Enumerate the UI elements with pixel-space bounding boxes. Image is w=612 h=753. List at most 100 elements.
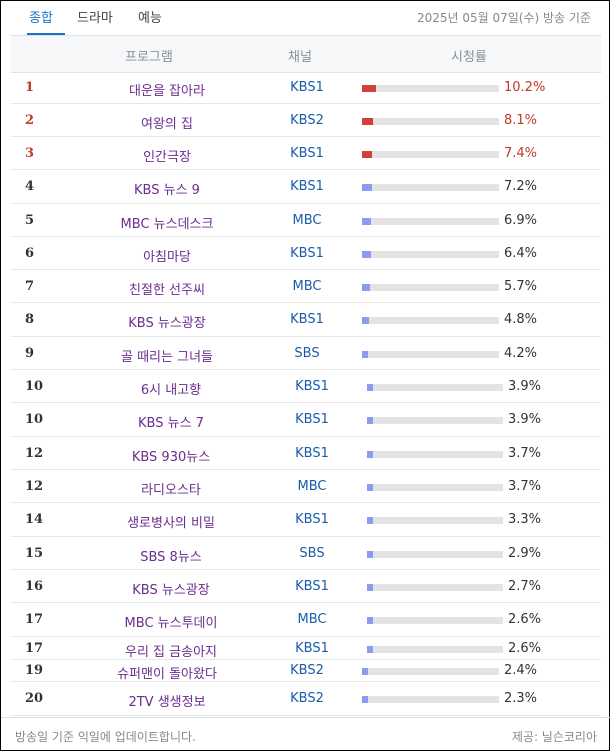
table-row[interactable]: 4 KBS 뉴스 9 KBS1 7.2% bbox=[11, 170, 601, 204]
table-row[interactable]: 3 인간극장 KBS1 7.4% bbox=[11, 137, 601, 170]
rank-number: 20 bbox=[25, 691, 44, 706]
table-row[interactable]: 9 골 때리는 그녀들 SBS 4.2% bbox=[11, 337, 601, 370]
table-row[interactable]: 10 KBS 뉴스 7 KBS1 3.9% bbox=[11, 403, 601, 437]
rating-value: 2.4% bbox=[504, 663, 538, 678]
table-row[interactable]: 19 슈퍼맨이 돌아왔다 KBS2 2.4% bbox=[11, 660, 601, 682]
rating-bar-fill bbox=[367, 384, 373, 391]
rank-number: 7 bbox=[25, 279, 35, 294]
rank-number: 14 bbox=[25, 512, 44, 527]
channel-name: KBS2 bbox=[290, 113, 324, 128]
rating-value: 3.9% bbox=[508, 412, 542, 427]
program-name-link[interactable]: KBS 뉴스 9 bbox=[134, 183, 200, 198]
program-name-link[interactable]: 골 때리는 그녀들 bbox=[121, 350, 213, 365]
program-name-link[interactable]: 우리 집 금송아지 bbox=[125, 645, 217, 660]
channel-name: KBS1 bbox=[295, 579, 329, 594]
rank-number: 16 bbox=[25, 579, 44, 594]
rating-bar bbox=[367, 551, 503, 558]
table-row[interactable]: 16 KBS 뉴스광장 KBS1 2.7% bbox=[11, 570, 601, 603]
rating-bar bbox=[362, 85, 499, 92]
table-row[interactable]: 6 아침마당 KBS1 6.4% bbox=[11, 237, 601, 270]
rating-bar bbox=[362, 696, 499, 703]
program-name-link[interactable]: MBC 뉴스투데이 bbox=[124, 616, 218, 631]
channel-name: MBC bbox=[297, 479, 327, 494]
rank-number: 19 bbox=[25, 663, 44, 678]
rating-value: 2.6% bbox=[508, 612, 542, 627]
rating-value: 4.8% bbox=[504, 312, 538, 327]
rating-bar-fill bbox=[362, 218, 371, 225]
table-row[interactable]: 12 라디오스타 MBC 3.7% bbox=[11, 470, 601, 503]
table-row[interactable]: 20 2TV 생생정보 KBS2 2.3% bbox=[11, 682, 601, 716]
rating-bar bbox=[367, 451, 503, 458]
rating-bar bbox=[362, 218, 499, 225]
data-provider: 제공: 닐슨코리아 bbox=[511, 730, 597, 744]
rating-value: 6.9% bbox=[504, 213, 538, 228]
tab-overall[interactable]: 종합 bbox=[29, 11, 53, 26]
rank-number: 17 bbox=[25, 612, 44, 627]
channel-name: MBC bbox=[292, 279, 322, 294]
rating-bar bbox=[362, 118, 499, 125]
program-name-link[interactable]: 6시 내고향 bbox=[140, 383, 202, 398]
table-row[interactable]: 10 6시 내고향 KBS1 3.9% bbox=[11, 370, 601, 403]
program-name-link[interactable]: 생로병사의 비밀 bbox=[127, 516, 215, 531]
rating-bar bbox=[362, 151, 499, 158]
tab-variety[interactable]: 예능 bbox=[138, 11, 162, 26]
rating-bar bbox=[367, 617, 503, 624]
column-header-program: 프로그램 bbox=[125, 50, 173, 65]
table-row[interactable]: 15 SBS 8뉴스 SBS 2.9% bbox=[11, 537, 601, 570]
rating-bar bbox=[362, 317, 499, 324]
rating-bar-fill bbox=[367, 451, 373, 458]
rating-bar bbox=[367, 484, 503, 491]
rating-value: 6.4% bbox=[504, 246, 538, 261]
channel-name: KBS1 bbox=[290, 312, 324, 327]
rating-value: 3.7% bbox=[508, 446, 542, 461]
rating-value: 7.4% bbox=[504, 146, 538, 161]
program-name-link[interactable]: KBS 930뉴스 bbox=[131, 450, 211, 465]
rating-value: 5.7% bbox=[504, 279, 538, 294]
table-row[interactable]: 17 우리 집 금송아지 KBS1 2.6% bbox=[11, 637, 601, 660]
rating-value: 2.7% bbox=[508, 579, 542, 594]
table-row[interactable]: 2 여왕의 집 KBS2 8.1% bbox=[11, 104, 601, 137]
program-name-link[interactable]: 라디오스타 bbox=[141, 483, 201, 498]
program-name-link[interactable]: KBS 뉴스광장 bbox=[128, 316, 206, 331]
program-name-link[interactable]: 대운을 잡아라 bbox=[129, 84, 205, 99]
program-name-link[interactable]: 아침마당 bbox=[143, 250, 191, 265]
rating-value: 8.1% bbox=[504, 113, 538, 128]
channel-name: KBS1 bbox=[295, 412, 329, 427]
program-name-link[interactable]: 친절한 선주씨 bbox=[129, 283, 205, 298]
rating-bar bbox=[367, 646, 503, 653]
table-row[interactable]: 1 대운을 잡아라 KBS1 10.2% bbox=[11, 71, 601, 104]
program-name-link[interactable]: 2TV 생생정보 bbox=[128, 695, 206, 710]
channel-name: MBC bbox=[292, 213, 322, 228]
table-row[interactable]: 14 생로병사의 비밀 KBS1 3.3% bbox=[11, 503, 601, 537]
table-row[interactable]: 17 MBC 뉴스투데이 MBC 2.6% bbox=[11, 603, 601, 637]
rank-number: 17 bbox=[25, 641, 44, 656]
channel-name: KBS1 bbox=[290, 179, 324, 194]
program-name-link[interactable]: KBS 뉴스 7 bbox=[138, 416, 204, 431]
table-row[interactable]: 7 친절한 선주씨 MBC 5.7% bbox=[11, 270, 601, 303]
table-row[interactable]: 12 KBS 930뉴스 KBS1 3.7% bbox=[11, 437, 601, 470]
channel-name: MBC bbox=[297, 612, 327, 627]
program-name-link[interactable]: KBS 뉴스광장 bbox=[132, 583, 210, 598]
program-name-link[interactable]: SBS 8뉴스 bbox=[140, 550, 202, 565]
rating-bar-fill bbox=[367, 517, 373, 524]
program-name-link[interactable]: MBC 뉴스데스크 bbox=[120, 217, 214, 232]
tab-drama[interactable]: 드라마 bbox=[77, 11, 113, 26]
rank-number: 12 bbox=[25, 446, 44, 461]
rating-bar-fill bbox=[362, 696, 368, 703]
rating-bar bbox=[362, 251, 499, 258]
rating-value: 2.3% bbox=[504, 691, 538, 706]
program-name-link[interactable]: 인간극장 bbox=[143, 150, 191, 165]
rating-bar-fill bbox=[362, 317, 369, 324]
rating-bar bbox=[362, 351, 499, 358]
rating-bar bbox=[362, 284, 499, 291]
table-row[interactable]: 5 MBC 뉴스데스크 MBC 6.9% bbox=[11, 204, 601, 237]
rating-value: 10.2% bbox=[504, 80, 546, 95]
channel-name: KBS1 bbox=[290, 146, 324, 161]
rating-bar-fill bbox=[362, 85, 376, 92]
program-name-link[interactable]: 슈퍼맨이 돌아왔다 bbox=[117, 667, 217, 682]
column-header-rating: 시청률 bbox=[451, 50, 487, 65]
table-row[interactable]: 8 KBS 뉴스광장 KBS1 4.8% bbox=[11, 303, 601, 337]
program-name-link[interactable]: 여왕의 집 bbox=[141, 117, 193, 132]
rating-bar bbox=[367, 584, 503, 591]
rating-bar-fill bbox=[367, 417, 373, 424]
